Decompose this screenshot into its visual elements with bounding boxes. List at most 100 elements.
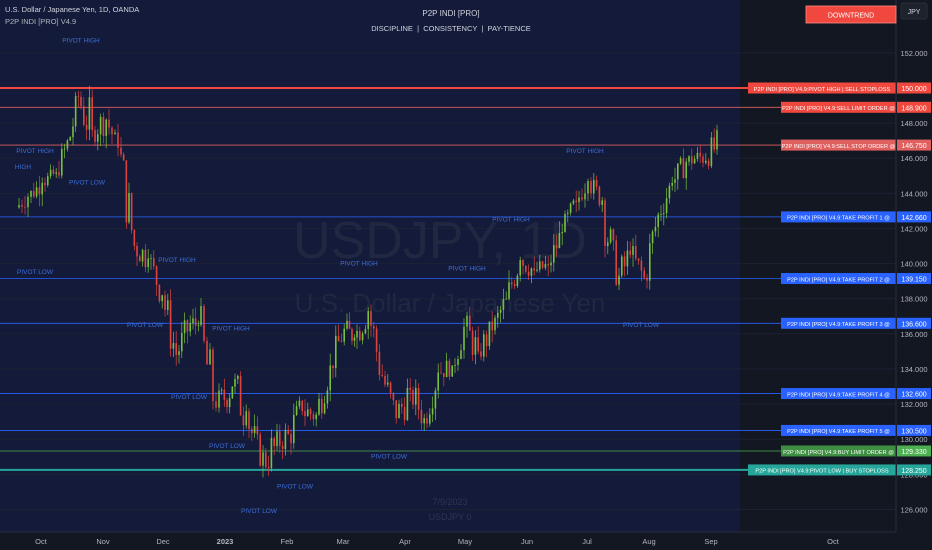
candle-body: [351, 328, 353, 341]
candle-body: [80, 96, 82, 107]
candle-body: [702, 156, 704, 163]
candle-body: [77, 96, 80, 97]
candle-body: [83, 106, 85, 125]
candle-body: [21, 204, 23, 207]
candle-body: [265, 452, 267, 468]
candle-body: [343, 328, 345, 342]
candle-body: [578, 197, 580, 203]
candle-body: [572, 200, 575, 204]
candle-body: [298, 400, 301, 407]
candle-body: [601, 200, 603, 205]
price-tags: 150.000 148.900 146.750 142.660 139.150 136.6…: [897, 82, 931, 476]
candle-body: [133, 230, 136, 247]
pivot-labels: PIVOT HIGH PIVOT HIGH HIGH PIVOT LOW PIVOT L…: [15, 37, 660, 515]
candle-body: [312, 414, 315, 420]
candle-body: [707, 160, 710, 166]
watermark-small-symbol: USDJPY 0: [429, 512, 472, 522]
candle-body: [41, 182, 43, 195]
candle-body: [660, 213, 662, 215]
currency-button[interactable]: JPY: [900, 2, 928, 20]
candle-body: [463, 326, 465, 351]
pivot-label: PIVOT LOW: [127, 322, 164, 329]
candle-body: [279, 431, 281, 446]
candle-body: [158, 284, 161, 302]
pivot-label: PIVOT HIGH: [212, 325, 250, 332]
candle-body: [94, 130, 96, 142]
candle-body: [469, 315, 471, 331]
candle-body: [373, 325, 375, 329]
candle-body: [483, 334, 485, 357]
candle-body: [332, 365, 334, 369]
candle-body: [497, 312, 499, 318]
candle-body: [665, 198, 668, 214]
pivot-label: PIVOT HIGH: [16, 148, 54, 155]
price-level-label: P2P INDI [PRO] V4.9:SELL LIMIT ORDER @: [782, 106, 895, 112]
price-level-label: P2P INDI [PRO] V4.9:TAKE PROFIT 2 @: [787, 277, 890, 283]
candle-body: [629, 250, 631, 255]
candle-body: [460, 350, 462, 360]
candle-body: [685, 161, 687, 179]
indicator-title[interactable]: P2P INDI [PRO] V4.9: [5, 17, 76, 26]
candle-body: [276, 431, 278, 447]
trend-badge-label: DOWNTREND: [828, 13, 874, 20]
candle-body: [488, 321, 491, 347]
time-tick-label: Oct: [35, 537, 48, 546]
time-axis[interactable]: Oct Nov Dec 2023 Feb Mar Apr May Jun Jul Aug Sep Oct…: [35, 537, 932, 546]
candle-body: [471, 330, 474, 355]
candle-body: [287, 429, 289, 434]
price-level-tag: [897, 388, 931, 400]
candle-body: [237, 375, 239, 380]
candle-body: [530, 268, 533, 276]
pivot-label: HIGH: [15, 164, 32, 171]
candle-body: [167, 300, 169, 310]
candle-body: [618, 275, 620, 285]
candle-body: [72, 126, 74, 138]
candle-body: [516, 275, 519, 287]
candle-body: [315, 414, 317, 420]
trend-badge[interactable]: DOWNTREND: [805, 5, 897, 24]
candle-body: [139, 256, 141, 262]
candle-body: [480, 351, 482, 357]
candle-body: [632, 246, 634, 255]
candle-body: [223, 389, 226, 400]
price-level-label: P2P INDI [PRO] V4.9:TAKE PROFIT 5 @: [787, 429, 890, 435]
pivot-label: PIVOT LOW: [209, 443, 246, 450]
candle-body: [646, 277, 648, 281]
price-level-label: P2P INDI [PRO] V4.9:PIVOT HIGH | SELL ST…: [754, 87, 891, 93]
candle-body: [200, 306, 202, 326]
candle-body: [346, 320, 348, 329]
candle-body: [61, 148, 63, 176]
candle-body: [117, 132, 119, 148]
candle-body: [395, 400, 397, 419]
candle-body: [66, 140, 69, 149]
candle-body: [541, 261, 544, 268]
candle-body: [30, 191, 32, 197]
candle-body: [69, 137, 71, 141]
price-level-label: P2P INDI [PRO] V4.9:SELL STOP ORDER @: [782, 144, 896, 150]
candle-body: [688, 156, 690, 162]
price-tick-label: 130.000: [900, 435, 927, 444]
candle-body: [409, 387, 411, 391]
time-tick-label: 2023: [217, 537, 234, 546]
price-level-value: 132.600: [901, 392, 926, 399]
candle-body: [47, 176, 49, 186]
candle-body: [674, 179, 676, 183]
candle-body: [74, 96, 77, 127]
watermark-date: 7/9/2023: [432, 497, 467, 507]
time-tick-label: Oct: [827, 537, 840, 546]
time-tick-label: May: [458, 537, 472, 546]
candle-body: [522, 260, 524, 266]
candle-body: [654, 226, 657, 232]
price-level-label-box: [781, 388, 896, 400]
candle-body: [239, 375, 242, 416]
candle-body: [677, 163, 679, 180]
candle-body: [593, 179, 595, 194]
candle-body: [519, 260, 521, 276]
pivot-label: PIVOT HIGH: [340, 260, 378, 267]
symbol-title[interactable]: U.S. Dollar / Japanese Yen, 1D, OANDA: [5, 5, 139, 14]
candle-body: [609, 229, 612, 243]
price-level-value: 136.600: [901, 321, 926, 328]
candle-body: [637, 258, 640, 261]
candle-body: [364, 328, 367, 334]
